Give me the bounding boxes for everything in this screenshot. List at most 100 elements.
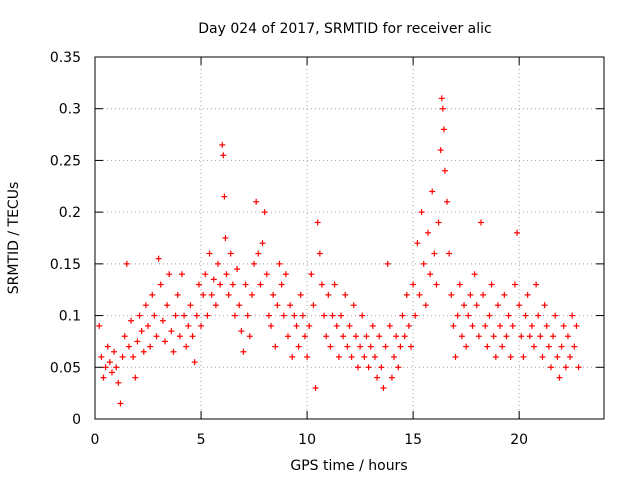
chart-title: Day 024 of 2017, SRMTID for receiver ali… bbox=[198, 21, 491, 37]
data-point bbox=[121, 333, 128, 340]
data-point bbox=[480, 291, 487, 298]
data-point bbox=[157, 281, 164, 288]
data-point bbox=[350, 302, 357, 309]
data-point bbox=[125, 343, 132, 350]
data-point bbox=[185, 322, 192, 329]
data-point bbox=[556, 374, 563, 381]
data-point bbox=[168, 328, 175, 335]
data-point bbox=[291, 312, 298, 319]
data-point bbox=[408, 343, 415, 350]
x-tick-label: 20 bbox=[510, 432, 528, 448]
data-point bbox=[454, 312, 461, 319]
data-point bbox=[276, 260, 283, 267]
data-point bbox=[265, 312, 272, 319]
data-point bbox=[119, 353, 126, 360]
data-point bbox=[323, 333, 330, 340]
data-point bbox=[223, 271, 230, 278]
data-point bbox=[388, 374, 395, 381]
data-point bbox=[189, 333, 196, 340]
data-point bbox=[210, 276, 217, 283]
data-point bbox=[393, 333, 400, 340]
data-point bbox=[427, 271, 434, 278]
data-point bbox=[151, 312, 158, 319]
data-point bbox=[138, 328, 145, 335]
data-point bbox=[573, 322, 580, 329]
data-point bbox=[255, 250, 262, 257]
x-tick-label: 0 bbox=[91, 432, 100, 448]
data-point bbox=[263, 271, 270, 278]
data-point bbox=[533, 281, 540, 288]
data-point bbox=[433, 281, 440, 288]
data-point bbox=[236, 302, 243, 309]
data-point bbox=[440, 126, 447, 133]
y-tick-label: 0.35 bbox=[50, 50, 81, 66]
data-point bbox=[289, 353, 296, 360]
data-point bbox=[282, 271, 289, 278]
data-point bbox=[280, 312, 287, 319]
data-point bbox=[344, 343, 351, 350]
data-point bbox=[450, 322, 457, 329]
data-point bbox=[147, 343, 154, 350]
data-point bbox=[473, 302, 480, 309]
data-point bbox=[333, 322, 340, 329]
data-point bbox=[220, 152, 227, 159]
data-point bbox=[507, 353, 514, 360]
data-point bbox=[284, 333, 291, 340]
data-point bbox=[229, 281, 236, 288]
data-point bbox=[378, 364, 385, 371]
data-point bbox=[469, 322, 476, 329]
data-point bbox=[346, 322, 353, 329]
data-point bbox=[359, 312, 366, 319]
data-point bbox=[166, 271, 173, 278]
points-layer bbox=[96, 95, 582, 407]
data-point bbox=[108, 369, 115, 376]
data-point bbox=[424, 229, 431, 236]
data-point bbox=[278, 281, 285, 288]
data-point bbox=[244, 312, 251, 319]
data-point bbox=[531, 343, 538, 350]
data-point bbox=[325, 291, 332, 298]
data-point bbox=[371, 353, 378, 360]
data-point bbox=[535, 312, 542, 319]
data-point bbox=[106, 359, 113, 366]
data-point bbox=[128, 317, 135, 324]
data-point bbox=[492, 353, 499, 360]
data-point bbox=[412, 312, 419, 319]
data-point bbox=[416, 291, 423, 298]
data-point bbox=[155, 255, 162, 262]
data-point bbox=[348, 353, 355, 360]
data-point bbox=[446, 250, 453, 257]
data-point bbox=[439, 105, 446, 112]
data-point bbox=[145, 322, 152, 329]
data-point bbox=[363, 333, 370, 340]
data-point bbox=[441, 167, 448, 174]
y-axis-label: SRMTID / TECUs bbox=[6, 182, 22, 295]
data-point bbox=[437, 147, 444, 154]
data-point bbox=[113, 364, 120, 371]
data-point bbox=[183, 343, 190, 350]
data-point bbox=[461, 302, 468, 309]
y-tick-label: 0.05 bbox=[50, 360, 81, 376]
data-point bbox=[329, 312, 336, 319]
data-point bbox=[193, 312, 200, 319]
data-point bbox=[569, 312, 576, 319]
data-point bbox=[195, 281, 202, 288]
data-point bbox=[467, 291, 474, 298]
data-point bbox=[475, 333, 482, 340]
data-point bbox=[268, 322, 275, 329]
y-tick-label: 0.1 bbox=[59, 309, 81, 325]
data-point bbox=[251, 260, 258, 267]
y-tick-label: 0.15 bbox=[50, 257, 81, 273]
data-point bbox=[547, 364, 554, 371]
data-point bbox=[318, 281, 325, 288]
data-point bbox=[202, 271, 209, 278]
data-point bbox=[518, 333, 525, 340]
data-point bbox=[367, 343, 374, 350]
data-point bbox=[306, 322, 313, 329]
data-point bbox=[117, 400, 124, 407]
data-point bbox=[456, 281, 463, 288]
data-point bbox=[431, 250, 438, 257]
y-tick-label: 0.3 bbox=[59, 102, 81, 118]
data-point bbox=[490, 333, 497, 340]
